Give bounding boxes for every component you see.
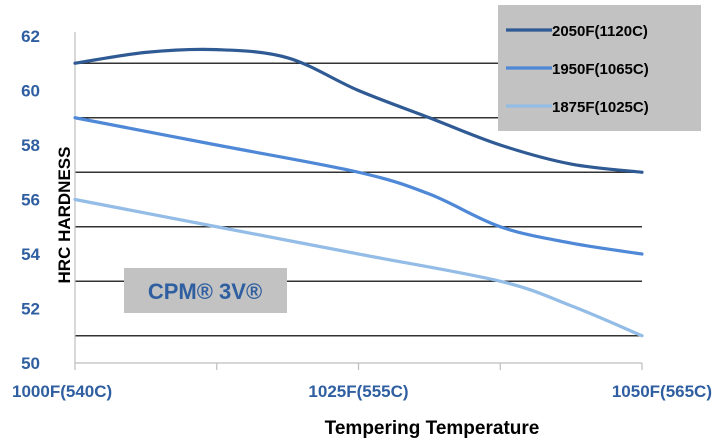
y-tick-labels: 50 52 54 56 58 60 62 — [21, 27, 40, 373]
series-lines — [73, 47, 644, 338]
x-tick-label: 1000F(540C) — [12, 382, 112, 401]
legend-label: 1950F(1065C) — [552, 61, 649, 78]
legend-label: 1875F(1025C) — [552, 99, 649, 116]
x-tick-label: 1025F(555C) — [308, 382, 408, 401]
annotation-badge: CPM® 3V® — [124, 268, 287, 313]
x-axis-label: Tempering Temperature — [325, 418, 540, 439]
x-tick-label: 1050F(565C) — [612, 382, 712, 401]
legend-label: 2050F(1120C) — [552, 23, 648, 40]
y-tick-label: 56 — [21, 191, 40, 210]
y-tick-label: 52 — [21, 300, 40, 319]
y-tick-label: 60 — [21, 82, 40, 101]
y-tick-label: 54 — [21, 245, 40, 264]
axes — [74, 32, 643, 370]
y-tick-label: 58 — [21, 136, 40, 155]
y-tick-label: 62 — [21, 27, 40, 46]
y-tick-label: 50 — [21, 354, 40, 373]
x-tick-labels: 1000F(540C) 1025F(555C) 1050F(565C) — [12, 382, 712, 401]
series-line-2 — [73, 116, 644, 256]
y-axis-label: HRC HARDNESS — [55, 147, 74, 284]
series-line-1 — [73, 47, 644, 174]
legend: 2050F(1120C) 1950F(1065C) 1875F(1025C) — [498, 5, 701, 131]
series-line-3 — [73, 197, 644, 338]
annotation-text: CPM® 3V® — [148, 279, 262, 304]
